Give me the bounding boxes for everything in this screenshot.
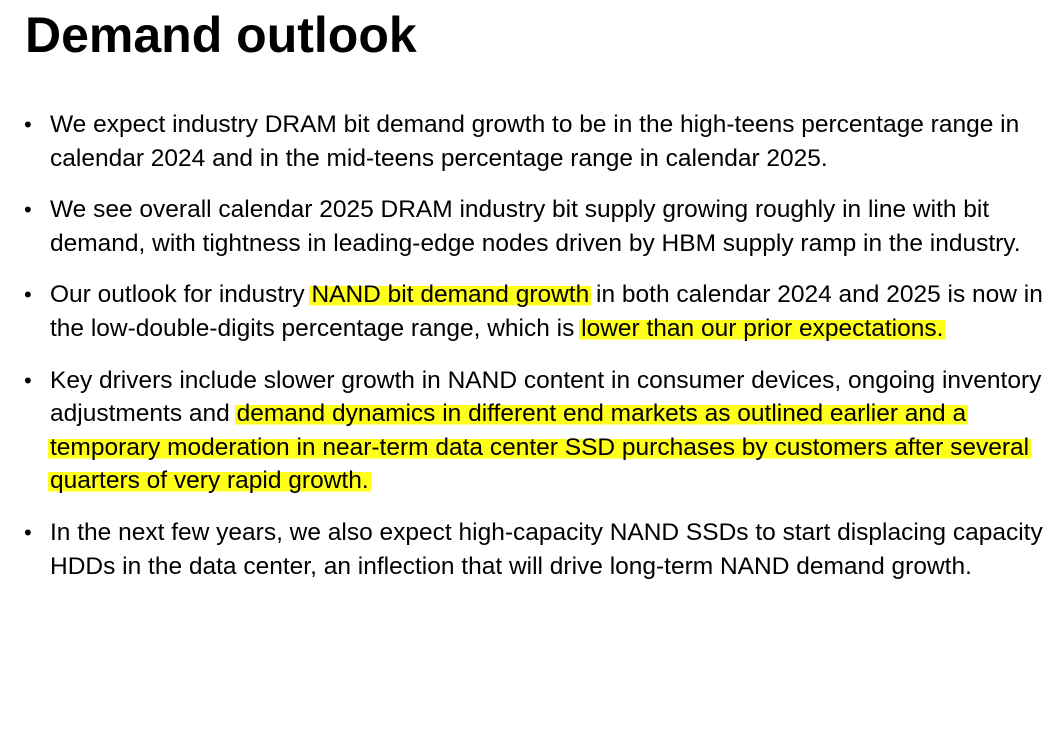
bullet-text-segment: in both calendar 2024 and 2025 is now in… — [50, 281, 1043, 342]
bullet-text-segment: We expect industry DRAM bit demand growt… — [50, 111, 1020, 172]
bullet-dot-icon: • — [24, 367, 32, 393]
highlighted-text: lower than our prior expectations. — [579, 314, 946, 342]
bullet-list: • We expect industry DRAM bit demand gro… — [24, 108, 1046, 601]
bullet-dot-icon: • — [24, 197, 32, 223]
bullet-text-segment: Our outlook for industry — [50, 281, 312, 309]
bullet-text-segment: We see overall calendar 2025 DRAM indust… — [50, 196, 1021, 257]
page-title: Demand outlook — [25, 7, 417, 63]
bullet-item: • Key drivers include slower growth in N… — [24, 364, 1046, 498]
bullet-dot-icon: • — [24, 282, 32, 308]
highlighted-text: NAND bit demand growth — [309, 281, 592, 309]
bullet-text-segment: In the next few years, we also expect hi… — [50, 518, 1043, 580]
bullet-item: • In the next few years, we also expect … — [24, 516, 1046, 583]
bullet-item: • Our outlook for industry NAND bit dema… — [24, 278, 1046, 345]
bullet-item: • We expect industry DRAM bit demand gro… — [24, 108, 1046, 175]
bullet-item: • We see overall calendar 2025 DRAM indu… — [24, 193, 1046, 260]
bullet-dot-icon: • — [24, 112, 32, 137]
bullet-text-segment: Key drivers include slower growth in NAN… — [50, 366, 1042, 428]
bullet-dot-icon: • — [24, 519, 32, 545]
